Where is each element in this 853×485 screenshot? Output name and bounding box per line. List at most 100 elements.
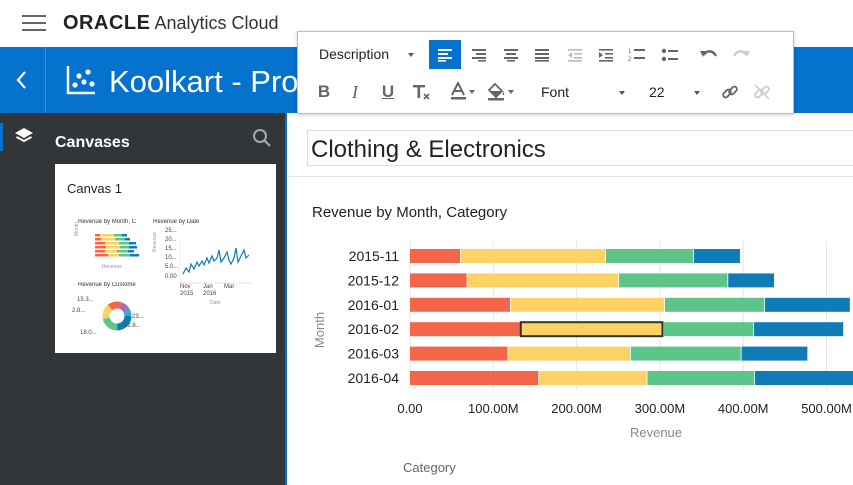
outdent-button[interactable] [560,40,590,69]
canvases-label: Canvases [55,134,130,151]
y-category-label: 2016-01 [348,297,400,313]
bar-segment[interactable] [764,297,850,312]
back-button[interactable] [0,47,46,113]
paragraph-style-value: Description [319,46,390,62]
align-left-button[interactable] [429,40,461,69]
bar-segment[interactable] [694,249,740,263]
x-tick-label: 500.00M [801,401,852,416]
bar-segment[interactable] [508,346,630,361]
canvas-title-editor[interactable]: Clothing & Electronics [307,130,853,166]
canvas-card-title: Canvas 1 [67,181,122,196]
link-icon [722,85,738,99]
chevron-down-icon [408,53,414,57]
canvas-thumbnail-card[interactable]: Canvas 1 Revenue by Month, C Revenue by … [55,164,276,353]
brand-product: Analytics Cloud [154,13,279,33]
font-size-select[interactable]: 22 [643,78,703,106]
align-right-button[interactable] [464,40,494,69]
clear-format-button[interactable] [408,78,434,106]
indent-icon [599,48,613,62]
thumb-line-ytick: 25... [165,228,177,234]
bar-segment[interactable] [619,273,728,288]
paragraph-style-select[interactable]: Description [310,40,422,68]
redo-button[interactable] [726,40,756,69]
font-family-value: Font [541,84,570,100]
font-color-button[interactable] [448,78,480,106]
thumb-line-ytick: 10... [165,255,177,261]
insert-link-button[interactable] [716,78,744,106]
thumb-pie-label: 15.3... [77,297,94,303]
font-family-select[interactable]: Font [530,78,630,106]
unlink-icon [754,84,770,100]
thumb-pie-label: 18.0... [80,330,97,336]
thumb-title-bar: Revenue by Month, C [78,219,137,225]
legend-title-category: Category [403,460,456,475]
hamburger-menu-icon[interactable] [22,15,46,31]
bold-button[interactable]: B [311,78,337,106]
clear-format-icon [413,85,430,100]
numbered-list-icon: 12 [628,48,645,63]
bar-segment[interactable] [410,249,461,263]
bar-segment[interactable] [410,273,467,288]
bar-segment[interactable] [519,321,664,338]
y-category-label: 2016-03 [348,346,400,362]
thumb-line-chart [179,238,251,284]
bar-segment[interactable] [410,371,539,385]
underline-button[interactable]: U [375,78,401,106]
y-axis-title: Month [312,312,327,348]
undo-button[interactable] [694,40,724,69]
thumb-bar-chart [95,234,139,257]
revenue-stacked-bar-chart[interactable]: 2015-11 2015-12 2016-01 2016-02 2016-03 2016-… [289,113,853,485]
thumb-pie-label: 23... [132,314,144,320]
bar-segment[interactable] [630,346,741,361]
bar-segment[interactable] [728,273,775,288]
bar-segment[interactable] [410,346,508,361]
thumb-line-ytick: 5.0... [165,264,179,270]
bar-segment[interactable] [754,371,853,385]
undo-icon [700,49,718,57]
bar-segment[interactable] [410,297,510,312]
bar-segment[interactable] [605,249,694,263]
bar-segment[interactable] [741,346,808,361]
align-right-icon [472,48,486,62]
y-category-label: 2016-02 [348,321,400,337]
title-separator [289,176,853,177]
svg-text:1: 1 [628,49,632,55]
bar-segment[interactable] [467,273,619,288]
layers-icon[interactable] [13,126,35,148]
bar-segment[interactable] [510,297,665,312]
bar-segment[interactable] [647,371,755,385]
thumb-revenue-axis: Revenue [102,264,123,270]
align-center-button[interactable] [496,40,526,69]
justify-button[interactable] [527,40,557,69]
italic-icon: I [352,81,358,102]
redo-icon [732,49,750,57]
x-tick-label: 100.00M [468,401,519,416]
italic-button[interactable]: I [342,78,368,106]
x-tick-label: 200.00M [551,401,602,416]
remove-link-button[interactable] [748,78,776,106]
thumb-line-xtick: Jan 2016 [203,284,217,297]
bar-segment[interactable] [460,249,605,263]
panel-active-indicator [0,123,3,151]
project-title: Koolkart - Pro [109,64,299,99]
fill-color-button[interactable] [485,78,519,106]
bar-segment[interactable] [539,371,647,385]
thumb-line-ytick: 0.00 [165,274,177,280]
project-viz-icon [66,66,95,95]
indent-button[interactable] [591,40,621,69]
thumb-line-xtick: Mar [224,284,235,290]
canvas-title-text[interactable]: Clothing & Electronics [311,136,546,163]
bold-icon: B [317,82,331,101]
bar-segment[interactable] [664,297,765,312]
bar-segment[interactable] [663,322,754,337]
fill-color-icon [487,82,514,101]
justify-icon [535,48,549,62]
x-tick-label: 400.00M [718,401,769,416]
bar-segment[interactable] [754,322,844,337]
bar-segment[interactable] [410,322,520,337]
bulleted-list-button[interactable] [655,40,685,69]
search-icon[interactable] [252,128,272,148]
thumb-line-ytick: 15... [165,246,177,252]
